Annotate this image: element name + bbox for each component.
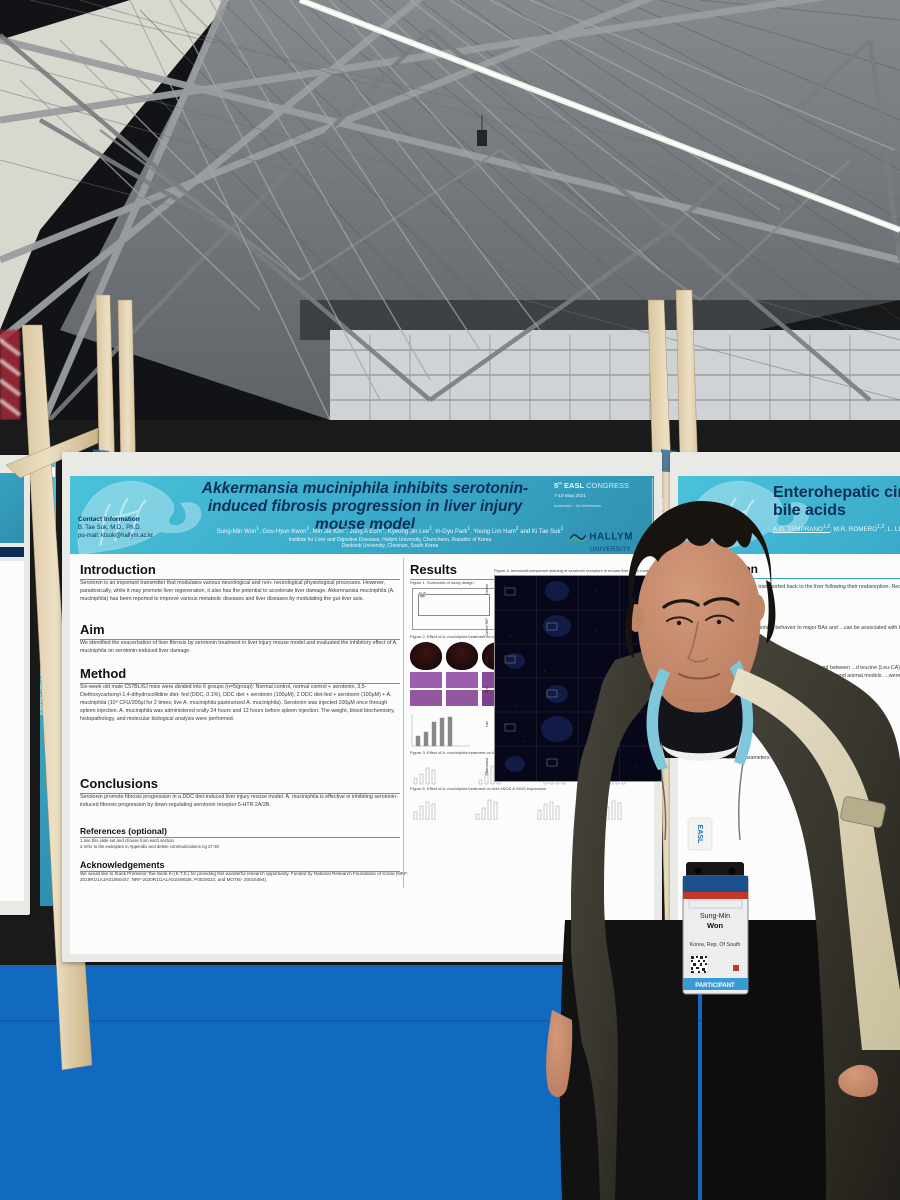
svg-text:Won: Won xyxy=(707,921,724,930)
svg-text:PARTICIPANT: PARTICIPANT xyxy=(695,983,735,989)
svg-text:Korea, Rep. Of South: Korea, Rep. Of South xyxy=(690,942,741,948)
svg-text:EASL: EASL xyxy=(696,825,703,844)
svg-text:Sung-Min: Sung-Min xyxy=(700,913,730,920)
